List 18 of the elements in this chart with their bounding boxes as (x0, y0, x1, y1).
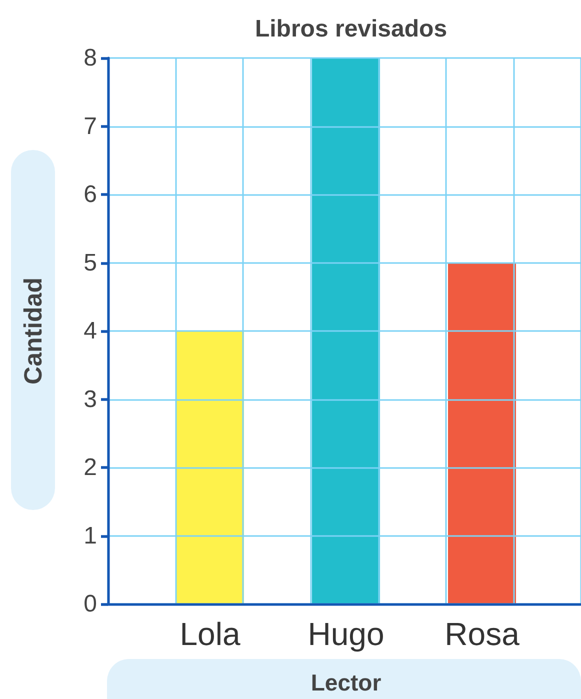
x-tick-label: Hugo (308, 616, 384, 652)
y-tick-label: 8 (84, 44, 97, 72)
bar (176, 331, 244, 604)
bar (312, 58, 380, 604)
y-tick-label: 1 (84, 522, 97, 550)
chart-title: Libros revisados (254, 16, 448, 42)
x-tick-label: Rosa (444, 616, 520, 652)
y-tick-label: 4 (84, 318, 97, 344)
y-tick-label: 5 (84, 249, 97, 276)
y-axis-title: Cantidad (20, 278, 48, 384)
bar (448, 262, 516, 604)
x-axis-title: Lector (310, 670, 382, 696)
y-tick-label: 3 (84, 386, 97, 413)
y-tick-label: 2 (84, 454, 97, 481)
y-tick-label: 7 (84, 112, 97, 140)
x-tick-label: Lola (180, 616, 240, 652)
y-tick-label: 6 (84, 181, 97, 208)
y-tick-label: 0 (84, 590, 97, 618)
